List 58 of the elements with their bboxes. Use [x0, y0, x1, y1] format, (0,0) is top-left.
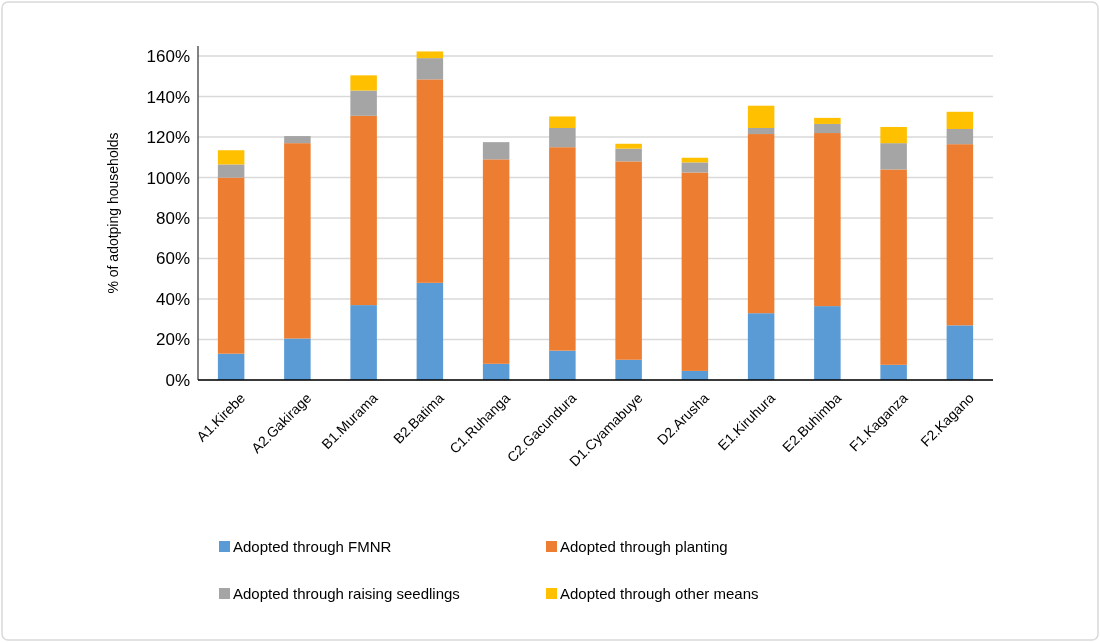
bar: [615, 148, 642, 162]
bar: [615, 359, 642, 380]
legend-label: Adopted through planting: [560, 538, 728, 556]
bar: [549, 127, 576, 148]
legend-label: Adopted through raising seedlings: [233, 585, 460, 603]
bar: [814, 117, 841, 124]
bar: [946, 128, 974, 145]
bar: [217, 164, 245, 178]
legend-label: Adopted through FMNR: [233, 538, 392, 556]
y-tick-label: 160%: [146, 47, 190, 67]
bar: [747, 313, 775, 380]
bar: [814, 123, 841, 134]
bar: [814, 306, 841, 380]
bar: [880, 364, 907, 380]
bar: [946, 325, 974, 380]
bar: [549, 147, 576, 351]
y-tick-label: 20%: [155, 330, 190, 350]
bar: [946, 111, 974, 129]
y-tick-label: 0%: [165, 370, 190, 390]
bar: [681, 172, 709, 371]
bar: [217, 150, 245, 165]
bar: [880, 143, 907, 170]
bar: [284, 143, 311, 339]
bar: [350, 75, 377, 91]
bar: [284, 338, 311, 380]
y-tick-label: 140%: [146, 87, 190, 107]
bar: [284, 136, 311, 144]
legend-label: Adopted through other means: [560, 585, 759, 603]
y-tick-label: 80%: [155, 209, 190, 229]
bar: [880, 126, 907, 144]
bar: [681, 162, 709, 173]
bar: [482, 363, 510, 380]
y-tick-label: 100%: [146, 168, 190, 188]
bar: [482, 142, 510, 160]
bar: [946, 144, 974, 326]
bar: [416, 282, 444, 380]
bar: [482, 159, 510, 364]
bar: [350, 90, 377, 116]
bar: [416, 51, 444, 59]
y-tick-label: 120%: [146, 128, 190, 148]
y-tick-label: 40%: [155, 289, 190, 309]
bar: [217, 353, 245, 380]
bar: [615, 161, 642, 360]
bar: [814, 133, 841, 307]
bar: [416, 58, 444, 80]
bar: [549, 350, 576, 380]
bar: [217, 177, 245, 354]
bar: [350, 305, 377, 380]
bar: [549, 116, 576, 128]
bar: [880, 169, 907, 365]
bar: [747, 105, 775, 128]
y-axis-title: % of adotping households: [105, 132, 121, 294]
bar: [350, 115, 377, 306]
y-tick-label: 60%: [155, 249, 190, 269]
bar: [615, 143, 642, 149]
bar: [416, 79, 444, 283]
bar: [747, 127, 775, 135]
bar: [747, 134, 775, 314]
